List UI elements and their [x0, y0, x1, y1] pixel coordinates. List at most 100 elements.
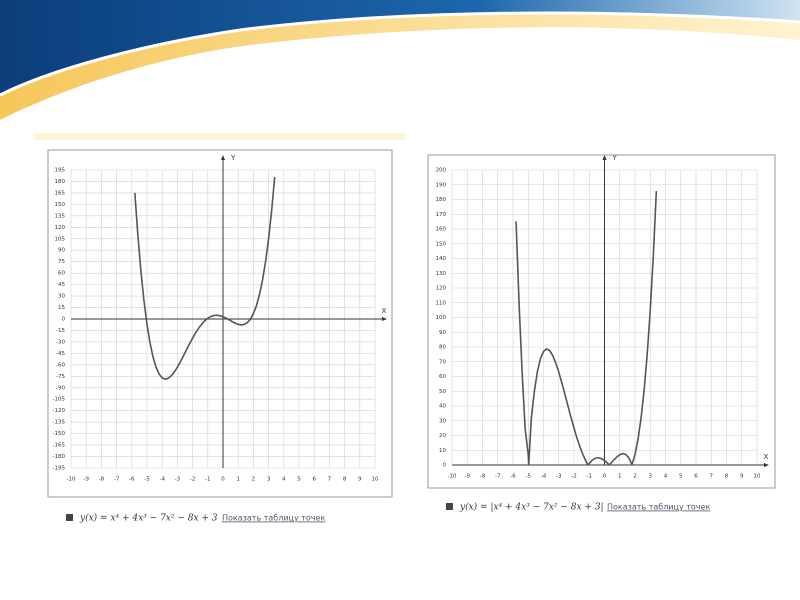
- axis-arrow: [764, 463, 769, 467]
- x-tick-label: 3: [267, 477, 271, 483]
- x-tick-label: -9: [465, 474, 471, 480]
- x-tick-label: 0: [221, 477, 225, 483]
- y-tick-label: 100: [436, 315, 447, 321]
- y-tick-label: -60: [56, 362, 65, 368]
- y-tick-label: -165: [53, 443, 66, 449]
- x-tick-label: 9: [740, 474, 744, 480]
- x-tick-label: 8: [343, 477, 347, 483]
- y-tick-label: 80: [439, 345, 446, 351]
- y-tick-label: -90: [56, 385, 65, 391]
- y-tick-label: 70: [439, 359, 446, 365]
- y-tick-label: -105: [53, 397, 66, 403]
- x-tick-label: 1: [618, 474, 622, 480]
- plot: [515, 191, 658, 465]
- x-tick-label: 6: [312, 477, 316, 483]
- x-axis-label: X: [382, 307, 387, 315]
- y-axis-label: Y: [230, 154, 236, 162]
- axis-arrow: [382, 317, 387, 321]
- y-tick-label: 140: [436, 256, 447, 262]
- y-tick-label: -15: [56, 328, 65, 334]
- chart: 1951801651501351201059075604530150-15-30…: [47, 149, 393, 524]
- caption: y(x) = x⁴ + 4x³ − 7x² − 8x + 3: [79, 513, 218, 524]
- y-tick-label: -180: [53, 454, 66, 460]
- y-tick-label: 135: [55, 213, 66, 219]
- x-tick-label: 10: [754, 474, 761, 480]
- x-tick-label: 10: [372, 477, 379, 483]
- header-decoration: [0, 0, 800, 140]
- axis-arrow: [602, 155, 607, 160]
- legend-swatch: [66, 514, 73, 521]
- caption: y(x) = |x⁴ + 4x³ − 7x² − 8x + 3|: [459, 502, 604, 513]
- x-tick-label: 3: [649, 474, 653, 480]
- y-tick-label: 60: [58, 271, 65, 277]
- x-tick-label: -8: [99, 477, 105, 483]
- y-tick-label: -135: [53, 420, 66, 426]
- y-tick-label: 180: [436, 197, 447, 203]
- y-tick-label: 45: [58, 282, 65, 288]
- y-tick-label: 120: [55, 225, 66, 231]
- x-tick-label: -10: [448, 474, 457, 480]
- curve: [515, 191, 658, 465]
- x-tick-label: 4: [282, 477, 286, 483]
- x-tick-label: -5: [144, 477, 150, 483]
- x-tick-label: 8: [725, 474, 729, 480]
- y-tick-label: 90: [439, 330, 446, 336]
- x-tick-label: 6: [694, 474, 698, 480]
- y-tick-label: 20: [439, 433, 446, 439]
- chart-frame: [47, 149, 393, 498]
- legend-swatch: [446, 503, 453, 510]
- y-tick-label: 200: [436, 168, 447, 174]
- table-link[interactable]: Показать таблицу точек: [222, 514, 325, 523]
- x-tick-label: -10: [67, 477, 76, 483]
- y-tick-label: -195: [53, 466, 66, 472]
- y-tick-label: 30: [439, 418, 446, 424]
- chart-frame: [427, 154, 776, 489]
- x-tick-label: -7: [495, 474, 501, 480]
- y-tick-label: 180: [55, 179, 66, 185]
- y-tick-label: 0: [62, 317, 66, 323]
- x-tick-label: 5: [679, 474, 683, 480]
- x-tick-label: 4: [664, 474, 668, 480]
- y-tick-label: -75: [56, 374, 65, 380]
- y-tick-label: 160: [436, 227, 447, 233]
- y-tick-label: 195: [55, 168, 66, 174]
- x-tick-label: 7: [328, 477, 332, 483]
- table-link[interactable]: Показать таблицу точек: [607, 503, 710, 512]
- y-tick-label: 170: [436, 212, 447, 218]
- y-tick-label: 10: [439, 448, 446, 454]
- x-tick-label: 2: [252, 477, 256, 483]
- x-tick-label: -8: [480, 474, 486, 480]
- x-tick-label: -2: [571, 474, 576, 480]
- x-tick-label: -1: [205, 477, 210, 483]
- y-tick-label: 120: [436, 286, 447, 292]
- x-tick-label: -9: [83, 477, 89, 483]
- x-tick-label: -4: [541, 474, 547, 480]
- y-tick-label: 60: [439, 374, 446, 380]
- y-tick-label: 0: [443, 463, 447, 469]
- y-tick-label: 150: [55, 202, 66, 208]
- x-tick-label: -5: [526, 474, 532, 480]
- y-tick-label: 75: [58, 259, 65, 265]
- y-tick-label: -30: [56, 339, 65, 345]
- y-tick-label: 165: [55, 190, 66, 196]
- y-tick-label: 130: [436, 271, 447, 277]
- x-tick-label: 5: [297, 477, 301, 483]
- axis-arrow: [221, 155, 225, 160]
- x-tick-label: -1: [587, 474, 592, 480]
- x-tick-label: 1: [236, 477, 240, 483]
- y-tick-label: 190: [436, 182, 447, 188]
- y-tick-label: 110: [436, 300, 447, 306]
- y-tick-label: 40: [439, 404, 446, 410]
- y-tick-label: -45: [56, 351, 65, 357]
- x-tick-label: 9: [358, 477, 362, 483]
- x-tick-label: -3: [175, 477, 181, 483]
- y-tick-label: 30: [58, 294, 65, 300]
- plot: [134, 177, 276, 380]
- y-tick-label: 105: [55, 236, 66, 242]
- y-tick-label: 150: [436, 241, 447, 247]
- x-tick-label: -6: [129, 477, 135, 483]
- x-axis-label: X: [764, 453, 769, 461]
- x-tick-label: -6: [510, 474, 516, 480]
- x-tick-label: 2: [633, 474, 637, 480]
